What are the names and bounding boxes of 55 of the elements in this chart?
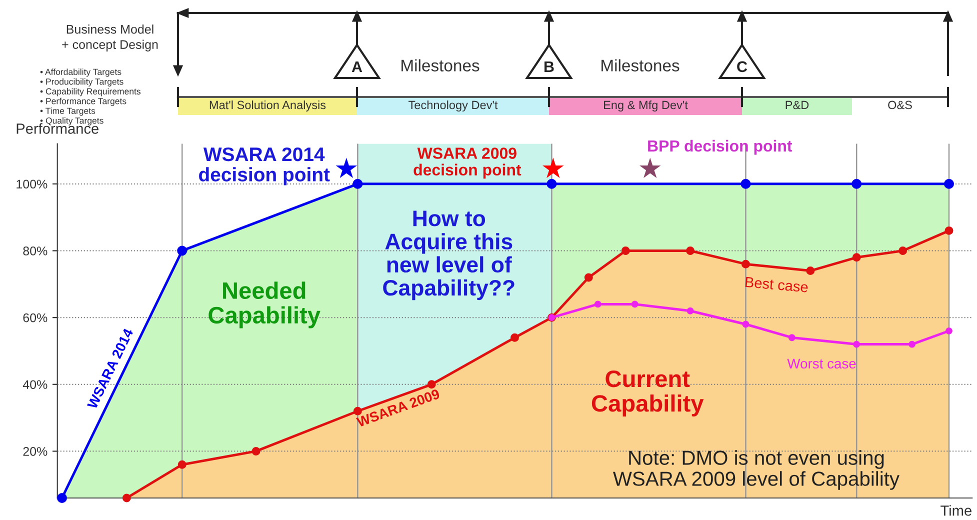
point bbox=[853, 340, 860, 348]
text: Milestones bbox=[602, 59, 680, 72]
annotation: Note: DMO is not even using WSARA 2009 level of Capability bbox=[613, 450, 900, 490]
category-label: Mat'l Solution Analysis bbox=[210, 100, 326, 112]
series-label: Worst case bbox=[787, 358, 856, 369]
category-label: Technology Dev't bbox=[408, 100, 498, 112]
point bbox=[740, 178, 751, 189]
point bbox=[427, 380, 436, 389]
point bbox=[584, 273, 593, 282]
y-tick-label: 100% bbox=[16, 180, 48, 189]
point bbox=[788, 334, 796, 342]
text: Milestones bbox=[402, 59, 480, 72]
point bbox=[806, 266, 815, 276]
point bbox=[686, 307, 694, 314]
point bbox=[944, 226, 954, 235]
annotation: WSARA 2009 decision point bbox=[414, 148, 522, 179]
point bbox=[741, 260, 750, 268]
point bbox=[177, 246, 188, 256]
annotation: Best case bbox=[745, 276, 808, 292]
point bbox=[898, 246, 908, 255]
point bbox=[852, 253, 861, 262]
point bbox=[742, 320, 750, 328]
point bbox=[352, 178, 363, 189]
y-tick-label: 20% bbox=[23, 447, 48, 456]
annotation: How to Acquire this new level of Capability?? bbox=[383, 210, 514, 300]
category-label: Eng & Mfg Dev't bbox=[604, 100, 688, 112]
point bbox=[594, 300, 602, 308]
text: A bbox=[352, 61, 362, 72]
point bbox=[122, 494, 131, 502]
point bbox=[908, 340, 916, 348]
point bbox=[57, 493, 67, 503]
category-label: P&D bbox=[786, 100, 809, 110]
y-tick-label: 80% bbox=[23, 246, 48, 256]
y-tick-label: 60% bbox=[23, 313, 48, 322]
point bbox=[621, 246, 630, 255]
category-label: O&S bbox=[888, 100, 912, 110]
text: C bbox=[737, 61, 748, 72]
point bbox=[631, 300, 638, 308]
y-tick-label: 40% bbox=[22, 380, 48, 390]
point bbox=[178, 460, 186, 469]
annotation: BPP decision point bbox=[648, 140, 792, 155]
point bbox=[546, 178, 557, 189]
text: B bbox=[544, 61, 554, 72]
x-axis-title: Time bbox=[940, 505, 972, 516]
point bbox=[686, 246, 695, 255]
point bbox=[510, 333, 519, 342]
point bbox=[944, 178, 954, 189]
point bbox=[852, 178, 862, 189]
annotation: WSARA 2014 decision point bbox=[199, 147, 330, 186]
annotation: Needed Capability bbox=[208, 282, 320, 328]
y-axis-title: Performance bbox=[16, 123, 98, 134]
point bbox=[946, 327, 952, 334]
annotation: Current Capability bbox=[592, 370, 704, 416]
text: Business Model + concept Design bbox=[62, 24, 158, 52]
point bbox=[252, 446, 260, 456]
